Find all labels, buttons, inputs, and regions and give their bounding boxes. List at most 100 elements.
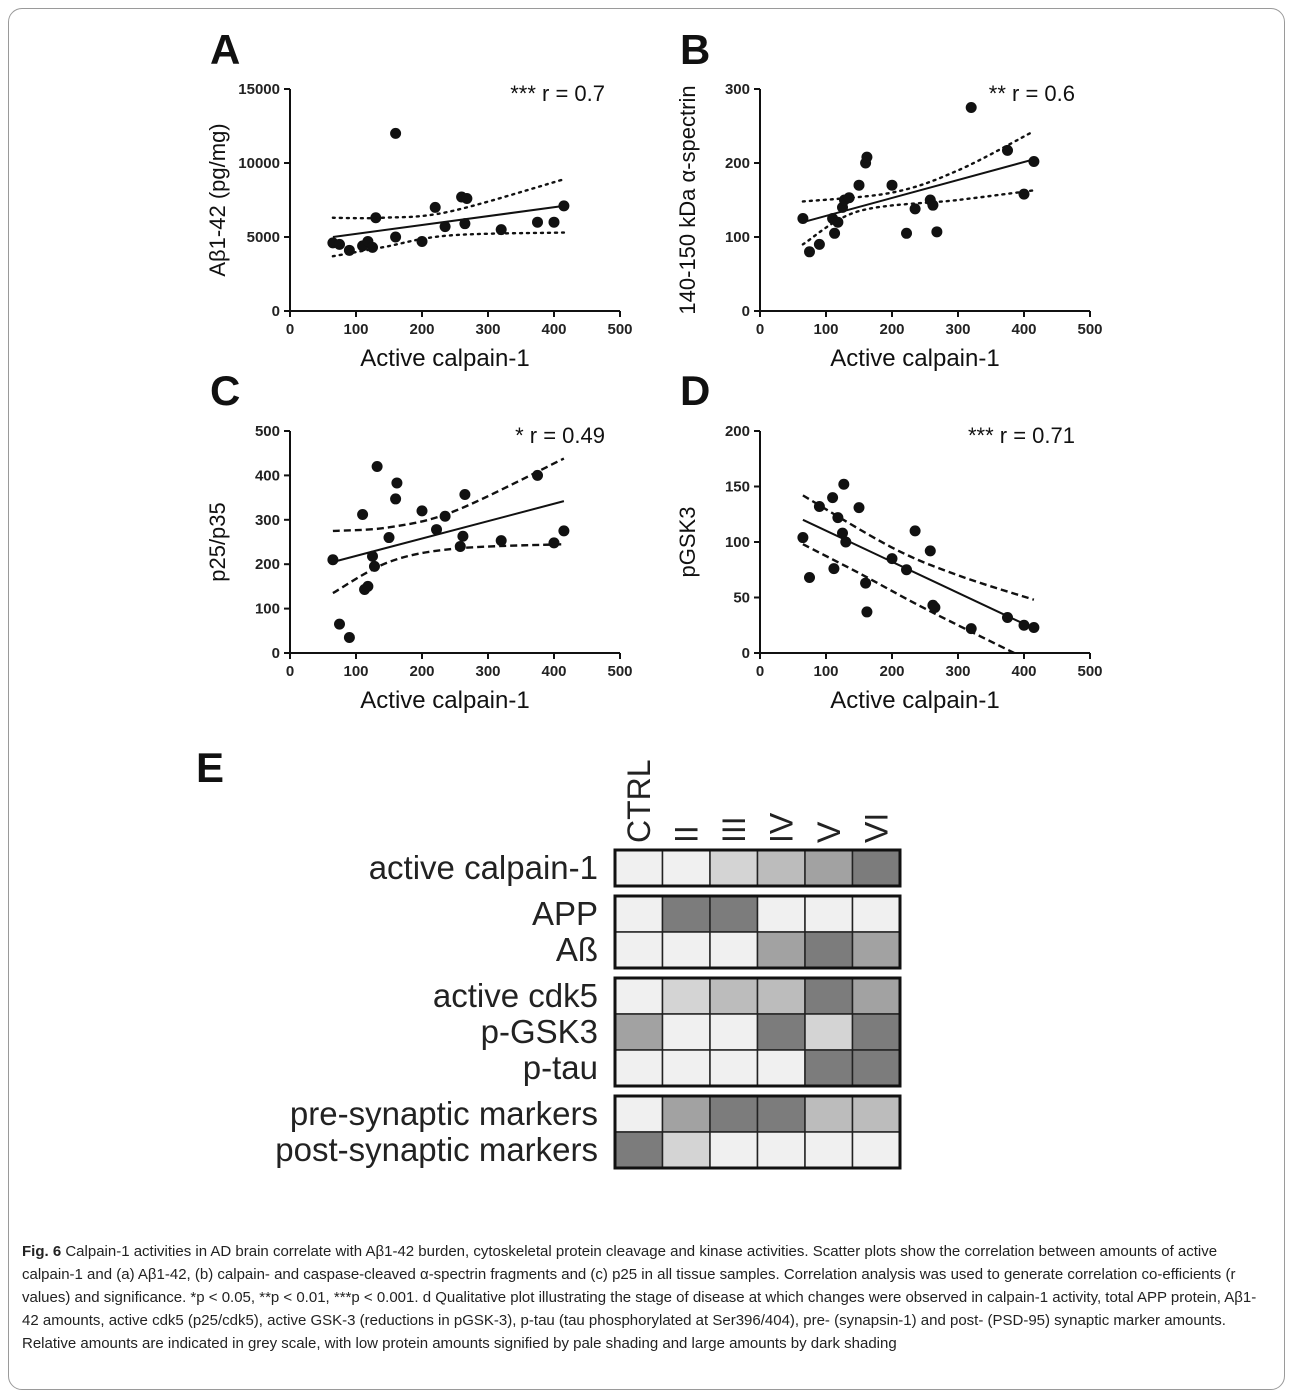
heatmap-group-border <box>613 894 902 970</box>
confidence-band-upper-d <box>802 494 1035 601</box>
data-point <box>416 235 428 247</box>
data-point <box>343 631 355 643</box>
data-point <box>838 478 850 490</box>
x-axis-label-a: Active calpain-1 <box>360 345 529 372</box>
data-point <box>965 623 977 635</box>
data-point <box>909 525 921 537</box>
x-tick-label: 0 <box>756 321 764 338</box>
data-point <box>886 553 898 565</box>
heatmap-cell <box>851 1049 901 1087</box>
heatmap-cell <box>756 1013 806 1051</box>
data-point <box>804 246 815 258</box>
data-point <box>334 618 345 630</box>
figure-frame <box>8 8 1285 1390</box>
data-point <box>1018 619 1030 631</box>
data-point <box>965 102 977 113</box>
y-axis-label-c: p25/p35 <box>205 502 230 582</box>
row-label: pre-synaptic markers <box>290 1095 598 1132</box>
heatmap-cell <box>614 1049 664 1087</box>
data-point <box>837 527 848 539</box>
y-tick-label: 100 <box>725 534 750 551</box>
heatmap-group-border <box>613 848 902 888</box>
data-point <box>804 572 815 584</box>
data-point <box>391 477 403 489</box>
correlation-annotation-b: ** r = 0.6 <box>989 81 1075 106</box>
heatmap-cell <box>804 931 854 969</box>
x-tick-label: 300 <box>475 321 500 338</box>
data-point <box>454 540 466 552</box>
confidence-band-upper-c <box>332 457 565 533</box>
scatter-plot-d: D 0 100 200 300 400 500 0 50 100 150 200 Active calp… <box>675 367 1103 714</box>
data-point <box>909 203 921 215</box>
correlation-annotation-d: *** r = 0.71 <box>968 423 1075 448</box>
confidence-band-lower-b <box>801 189 1036 246</box>
heatmap-cell <box>851 1095 901 1133</box>
heatmap-cell <box>661 1095 711 1133</box>
row-label: APP <box>532 895 598 932</box>
x-tick-label: 200 <box>879 321 904 338</box>
column-label: IV <box>763 812 799 843</box>
data-point <box>439 510 451 522</box>
y-tick-label: 100 <box>725 229 750 246</box>
data-point <box>813 238 825 250</box>
data-point <box>548 537 560 549</box>
data-point <box>827 492 839 504</box>
y-tick-label: 200 <box>725 155 750 172</box>
data-point <box>390 493 402 505</box>
data-point <box>532 216 543 228</box>
data-point <box>461 193 473 205</box>
heatmap-cell <box>709 1013 759 1051</box>
y-tick-label: 0 <box>742 303 750 320</box>
data-point <box>532 469 543 481</box>
data-point <box>1028 156 1040 168</box>
heatmap-cell <box>614 1095 664 1133</box>
y-tick-label: 500 <box>255 423 280 440</box>
heatmap-cell <box>709 1095 759 1133</box>
heatmap-cell <box>661 1013 711 1051</box>
x-axis-label-c: Active calpain-1 <box>360 687 529 714</box>
scatter-plot-c: C 0 100 200 300 400 500 0 100 200 300 400 500 Active … <box>205 367 633 714</box>
y-tick-label: 0 <box>742 645 750 662</box>
x-tick-label: 200 <box>409 321 434 338</box>
data-point <box>813 500 825 512</box>
y-tick-label: 150 <box>725 479 750 496</box>
heatmap-cell <box>709 895 759 933</box>
heatmap-cell <box>851 849 901 887</box>
x-tick-label: 500 <box>607 663 632 680</box>
panel-label-c: C <box>210 367 240 414</box>
x-tick-label: 400 <box>541 663 566 680</box>
heatmap-cell <box>614 1131 664 1169</box>
scatter-plot-b: B 0 100 200 300 400 500 0 100 200 300 Active calpai… <box>675 26 1103 372</box>
x-tick-label: 500 <box>1077 321 1102 338</box>
data-point <box>1018 188 1030 200</box>
heatmap-cell <box>661 895 711 933</box>
y-axis-label-a: Aβ1-42 (pg/mg) <box>205 123 230 276</box>
heatmap-cell <box>756 977 806 1015</box>
data-point <box>832 216 844 228</box>
column-label: VI <box>858 813 894 843</box>
panel-label-b: B <box>680 26 710 73</box>
row-label: post-synaptic markers <box>275 1131 598 1168</box>
x-tick-label: 100 <box>343 321 368 338</box>
column-label: V <box>811 821 847 843</box>
x-tick-label: 100 <box>813 663 838 680</box>
data-point <box>495 224 507 236</box>
x-tick-label: 0 <box>286 663 294 680</box>
heatmap-cell <box>851 977 901 1015</box>
data-point <box>1002 144 1013 156</box>
x-tick-label: 0 <box>756 663 764 680</box>
caption-lead: Fig. 6 <box>22 1243 62 1260</box>
row-label: active cdk5 <box>433 977 598 1014</box>
data-point <box>797 532 809 544</box>
data-point <box>861 151 873 163</box>
confidence-band-lower-c <box>332 543 564 595</box>
x-tick-label: 400 <box>1011 663 1036 680</box>
heatmap-cell <box>851 895 901 933</box>
column-label: III <box>716 816 752 843</box>
data-point <box>931 226 943 238</box>
heatmap-cell <box>661 977 711 1015</box>
data-point <box>861 606 873 618</box>
data-point <box>416 505 428 517</box>
heatmap-cell <box>804 977 854 1015</box>
